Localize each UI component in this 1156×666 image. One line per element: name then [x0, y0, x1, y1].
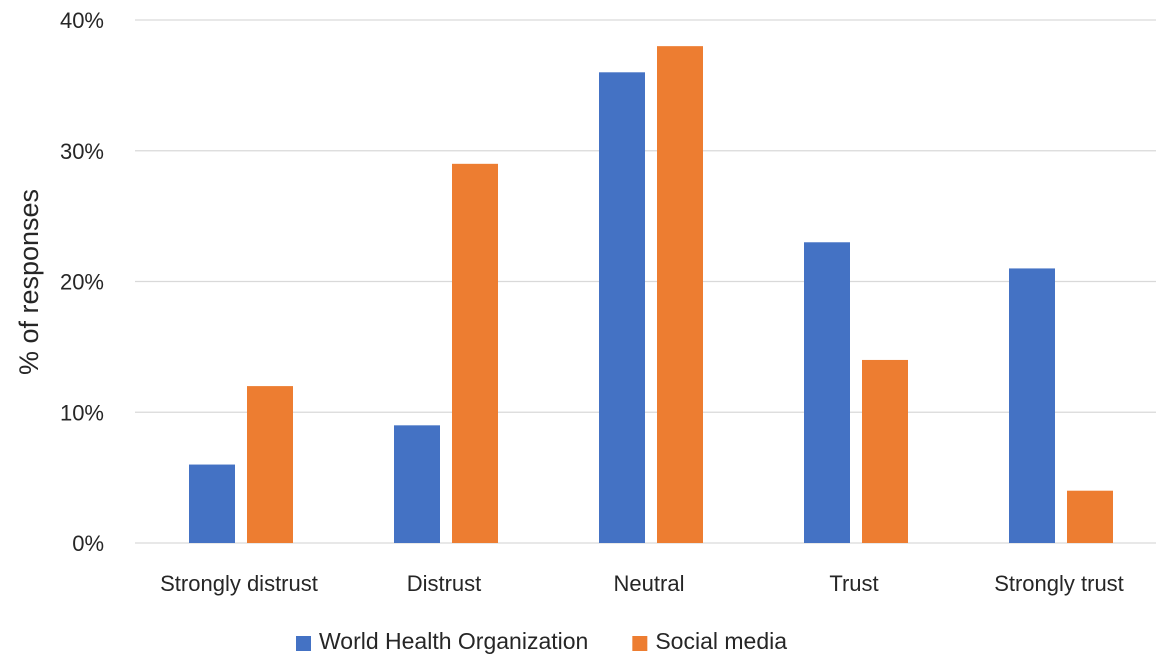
- gridlines: [135, 19, 1156, 544]
- x-axis-ticks: Strongly distrust Distrust Neutral Trust Str…: [160, 571, 1124, 596]
- bar-who: [394, 425, 440, 543]
- x-tick-label: Distrust: [407, 571, 482, 596]
- y-tick-label: 20%: [60, 270, 104, 295]
- y-axis-title: % of responses: [14, 189, 44, 375]
- y-tick-label: 40%: [60, 8, 104, 33]
- bar-who: [1009, 268, 1055, 543]
- legend: World Health Organization Social media: [296, 628, 787, 654]
- legend-item-social-media: Social media: [632, 628, 787, 654]
- bar-who: [599, 72, 645, 544]
- legend-label: World Health Organization: [319, 628, 588, 654]
- legend-item-who: World Health Organization: [296, 628, 588, 654]
- y-tick-label: 10%: [60, 400, 104, 425]
- y-axis-ticks: 0% 10% 20% 30% 40%: [60, 8, 104, 556]
- legend-swatch: [296, 636, 311, 651]
- y-tick-label: 0%: [72, 531, 104, 556]
- bars: [189, 46, 1113, 544]
- bar-social-media: [862, 359, 908, 543]
- bar-who: [189, 464, 235, 543]
- bar-social-media: [247, 386, 293, 543]
- bar-who: [804, 242, 850, 543]
- x-tick-label: Strongly distrust: [160, 571, 318, 596]
- legend-label: Social media: [655, 628, 787, 654]
- bar-social-media: [657, 46, 703, 544]
- x-tick-label: Neutral: [614, 571, 685, 596]
- x-tick-label: Strongly trust: [994, 571, 1124, 596]
- legend-swatch: [632, 636, 648, 651]
- bar-social-media: [1067, 490, 1113, 543]
- bar-social-media: [452, 163, 498, 543]
- x-tick-label: Trust: [829, 571, 878, 596]
- y-tick-label: 30%: [60, 139, 104, 164]
